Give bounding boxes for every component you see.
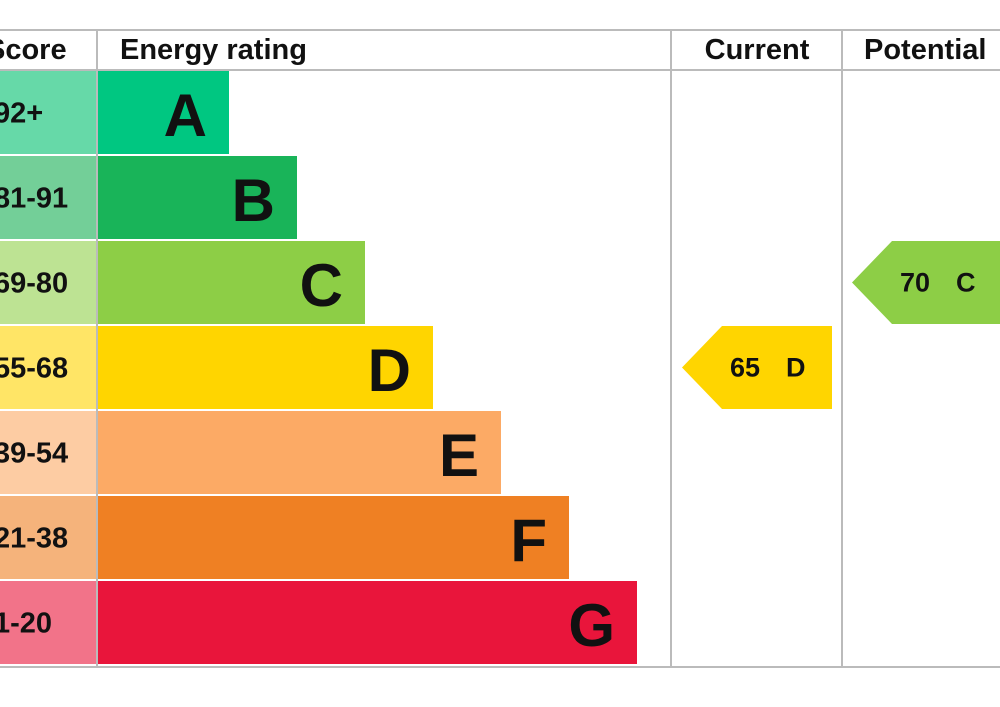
rating-bar xyxy=(98,71,229,154)
potential-value: 70 xyxy=(900,268,930,298)
score-cell xyxy=(0,71,96,154)
rating-bar xyxy=(98,581,637,664)
header-potential: Potential xyxy=(864,34,986,66)
rating-letter: A xyxy=(164,82,207,149)
score-range: 81-91 xyxy=(0,183,68,215)
score-cell xyxy=(0,326,96,409)
rating-bar xyxy=(98,496,569,579)
potential-band: C xyxy=(956,268,976,298)
current-arrow xyxy=(682,326,832,409)
score-range: 69-80 xyxy=(0,268,68,300)
score-range: 92+ xyxy=(0,98,43,130)
score-cell xyxy=(0,156,96,239)
header-rating: Energy rating xyxy=(120,34,307,66)
score-range: 1-20 xyxy=(0,608,52,640)
score-cell xyxy=(0,496,96,579)
score-cell xyxy=(0,411,96,494)
rating-bar xyxy=(98,156,297,239)
score-range: 39-54 xyxy=(0,438,68,470)
rating-letter: B xyxy=(232,167,275,234)
current-band: D xyxy=(786,353,806,383)
rating-letter: E xyxy=(439,422,479,489)
score-cell xyxy=(0,581,96,664)
rating-letter: C xyxy=(300,252,343,319)
rating-bar xyxy=(98,241,365,324)
header-current: Current xyxy=(705,34,810,66)
rating-letter: F xyxy=(510,507,547,574)
score-range: 21-38 xyxy=(0,523,68,555)
header-score: Score xyxy=(0,34,67,66)
potential-arrow xyxy=(852,241,1000,324)
rating-letter: D xyxy=(368,337,411,404)
current-value: 65 xyxy=(730,353,760,383)
score-range: 55-68 xyxy=(0,353,68,385)
rating-bar xyxy=(98,326,433,409)
score-cell xyxy=(0,241,96,324)
rating-letter: G xyxy=(568,592,615,659)
rating-bar xyxy=(98,411,501,494)
